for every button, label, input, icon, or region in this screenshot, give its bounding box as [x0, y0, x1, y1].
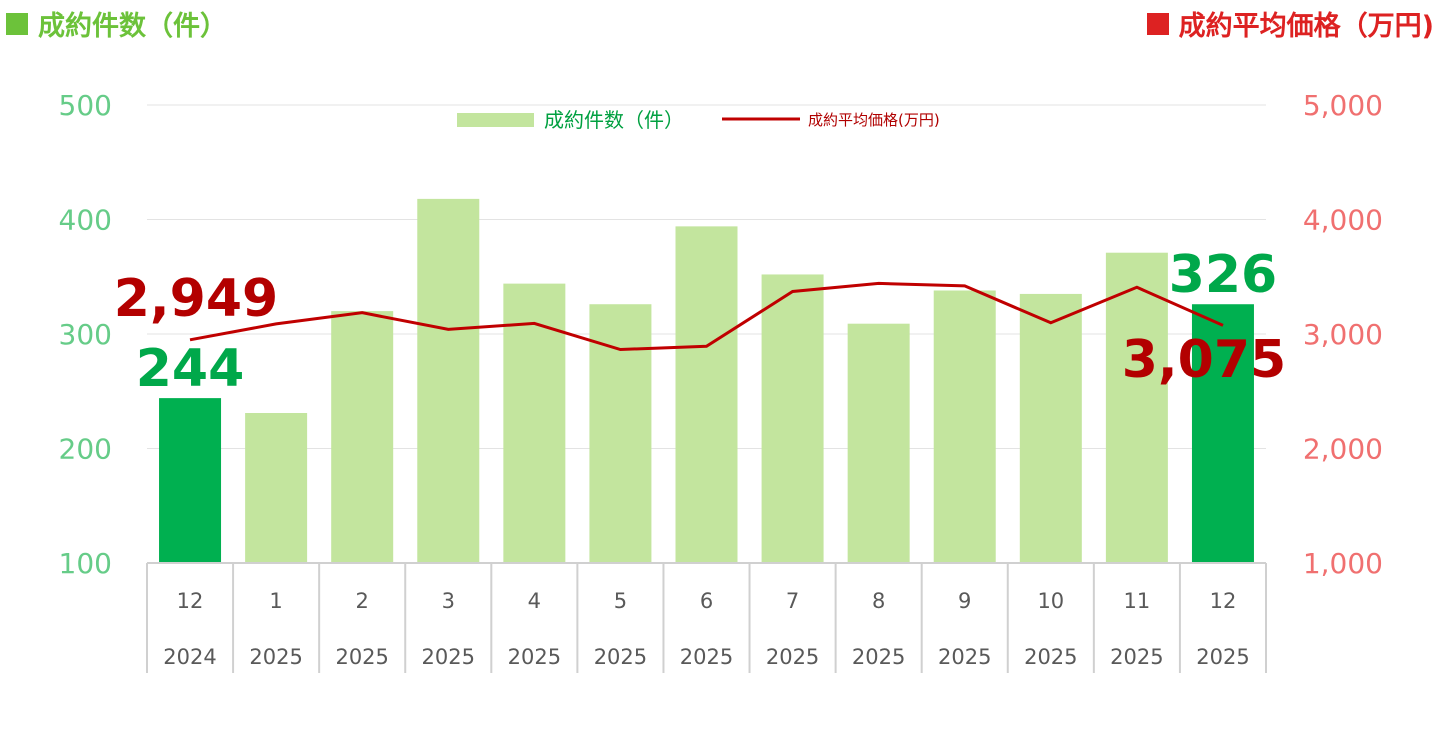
right-tick-label: 1,000	[1303, 547, 1383, 580]
bar	[159, 398, 222, 563]
price-line	[189, 281, 1224, 352]
month-label: 5	[614, 589, 627, 613]
first-bar-label: 244	[136, 339, 245, 399]
month-label: 7	[786, 589, 799, 613]
left-tick-label: 400	[59, 204, 112, 237]
year-label: 2025	[508, 645, 561, 669]
legend-bar-label: 成約件数（件）	[544, 108, 684, 132]
right-axis-title: 成約平均価格（万円)	[1146, 4, 1434, 43]
last-bar-label: 326	[1169, 245, 1278, 305]
right-tick-label: 4,000	[1303, 204, 1383, 237]
bar	[331, 311, 394, 563]
month-label: 9	[958, 589, 971, 613]
bar	[1191, 304, 1254, 563]
bar	[847, 323, 910, 563]
left-axis-title: 成約件数（件）	[6, 4, 227, 43]
right-tick-label: 2,000	[1303, 433, 1383, 466]
red-square-icon	[1146, 12, 1169, 35]
left-tick-label: 200	[59, 433, 112, 466]
right-axis-title-text: 成約平均価格（万円)	[1178, 11, 1434, 42]
left-tick-label: 100	[59, 547, 112, 580]
month-label: 12	[1210, 589, 1237, 613]
year-label: 2025	[422, 645, 475, 669]
bar	[761, 274, 824, 563]
year-label: 2025	[594, 645, 647, 669]
left-y-axis: 100 200 300 400 500	[59, 89, 112, 580]
year-label: 2025	[1196, 645, 1249, 669]
month-label: 3	[442, 589, 455, 613]
line-series	[189, 281, 1224, 352]
year-label: 2025	[1110, 645, 1163, 669]
legend-bar-swatch	[457, 113, 534, 127]
legend: 成約件数（件） 成約平均価格(万円)	[457, 108, 940, 132]
year-label: 2025	[852, 645, 905, 669]
year-label: 2025	[249, 645, 302, 669]
year-label: 2025	[335, 645, 388, 669]
month-label: 6	[700, 589, 713, 613]
bar-series	[159, 198, 1254, 563]
month-label: 8	[872, 589, 885, 613]
bar	[417, 198, 480, 563]
year-label: 2025	[766, 645, 819, 669]
left-tick-label: 500	[59, 89, 112, 122]
month-label: 10	[1037, 589, 1064, 613]
legend-line-label: 成約平均価格(万円)	[808, 111, 940, 129]
x-axis: 12 2024 1 2025 2 2025 3 2025 4 2025 5 2025 6 2025 7 202…	[146, 562, 1267, 673]
year-label: 2025	[1024, 645, 1077, 669]
month-label: 11	[1124, 589, 1151, 613]
month-label: 4	[528, 589, 541, 613]
first-price-label: 2,949	[114, 269, 278, 329]
bar	[245, 413, 308, 563]
month-label: 2	[356, 589, 369, 613]
year-label: 2025	[938, 645, 991, 669]
right-y-axis: 1,000 2,000 3,000 4,000 5,000	[1303, 89, 1383, 580]
left-tick-label: 300	[59, 318, 112, 351]
right-tick-label: 3,000	[1303, 318, 1383, 351]
year-label: 2024	[163, 645, 216, 669]
bar	[933, 290, 996, 563]
bar	[1019, 293, 1082, 563]
month-label: 12	[177, 589, 204, 613]
data-labels: 244 2,949 326 3,075	[114, 245, 1286, 399]
bar	[1105, 252, 1168, 563]
year-label: 2025	[680, 645, 733, 669]
last-price-label: 3,075	[1122, 330, 1286, 390]
left-axis-title-text: 成約件数（件）	[38, 11, 227, 42]
green-square-icon	[6, 12, 28, 35]
bar	[675, 226, 738, 563]
month-label: 1	[269, 589, 282, 613]
right-tick-label: 5,000	[1303, 89, 1383, 122]
